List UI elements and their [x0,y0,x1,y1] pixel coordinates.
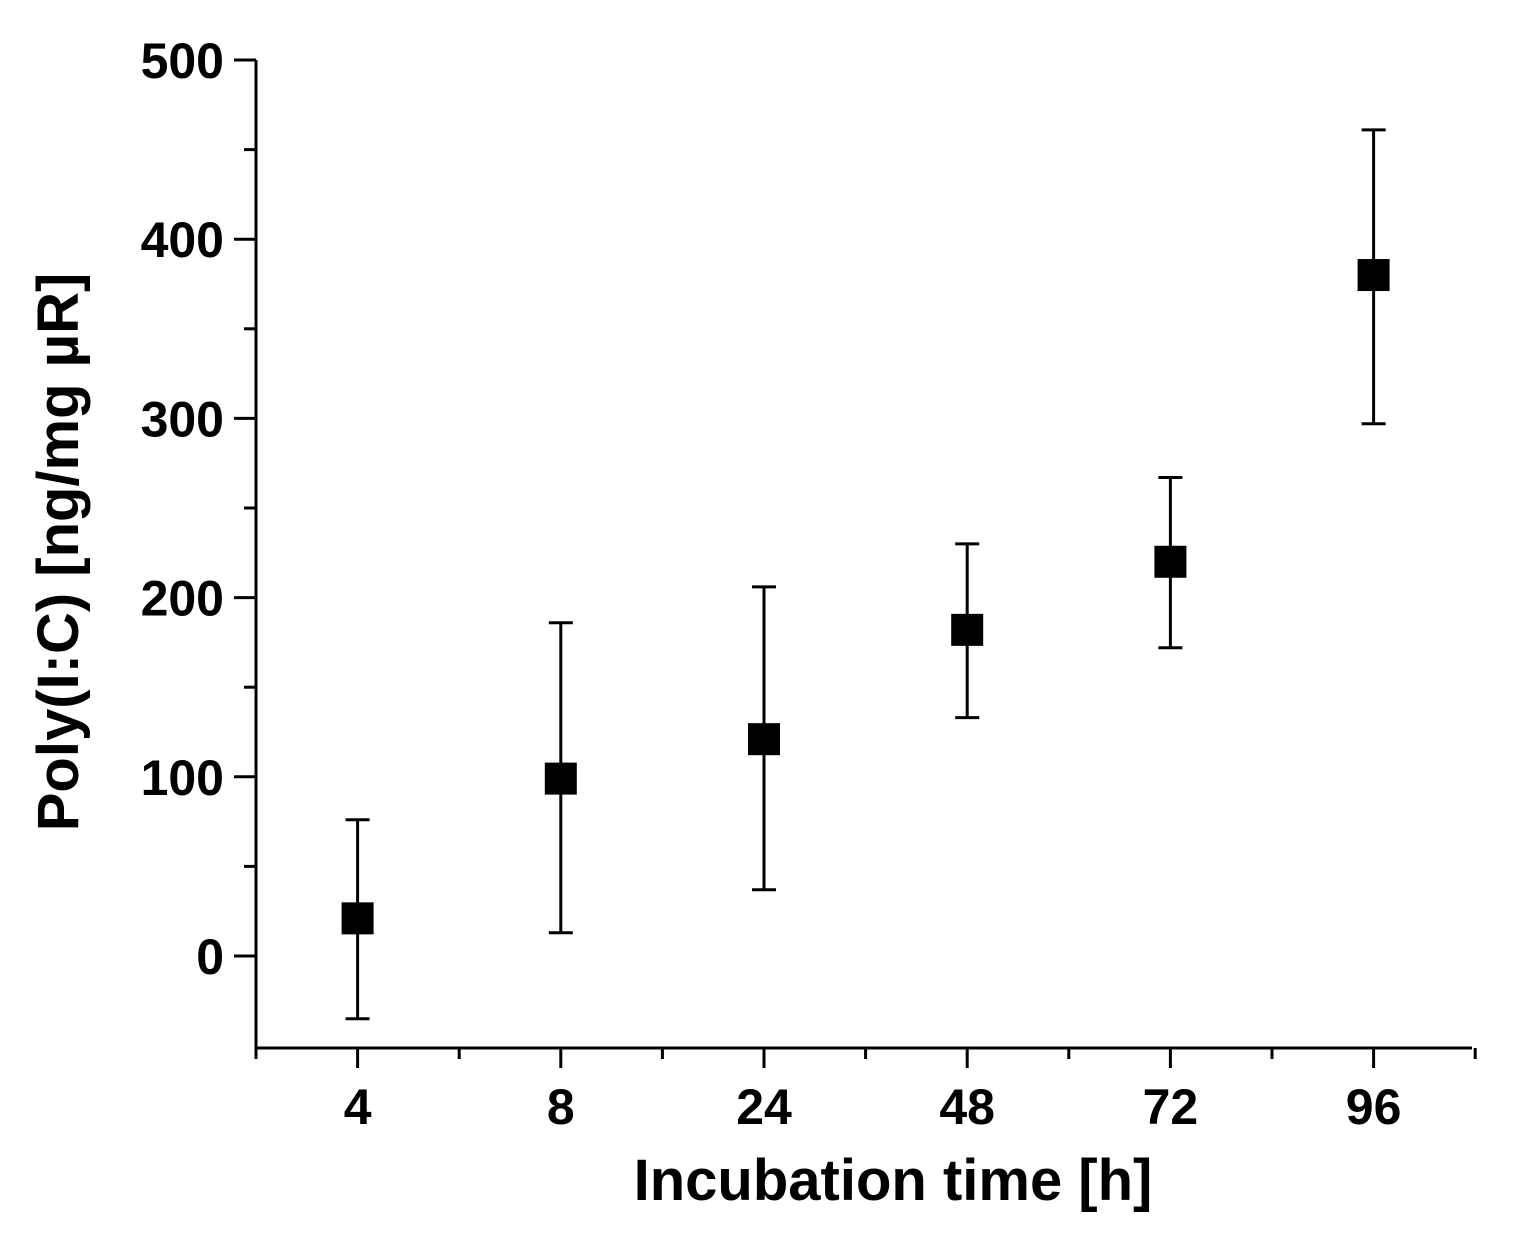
y-tick-label: 0 [196,929,224,985]
data-marks [341,128,1390,1021]
data-point [748,723,780,756]
data-point [1357,259,1390,292]
y-tick-label: 500 [141,33,224,89]
x-tick-label: 4 [344,1079,372,1135]
data-point [951,613,984,646]
data-point [544,762,577,795]
data-point [341,902,374,935]
y-tick-label: 300 [141,391,224,447]
x-tick-label: 48 [939,1079,995,1135]
data-point [1154,545,1187,578]
y-tick-label: 400 [141,212,224,268]
x-tick-label: 96 [1346,1079,1402,1135]
x-tick-label: 72 [1143,1079,1199,1135]
x-tick-label: 8 [547,1079,575,1135]
x-axis-title: Incubation time [h] [634,1148,1153,1213]
y-tick-label: 100 [141,750,224,806]
y-axis-title: Poly(I:C) [ng/mg µR] [26,273,91,832]
x-tick-label: 24 [736,1079,792,1135]
y-tick-label: 200 [141,571,224,627]
